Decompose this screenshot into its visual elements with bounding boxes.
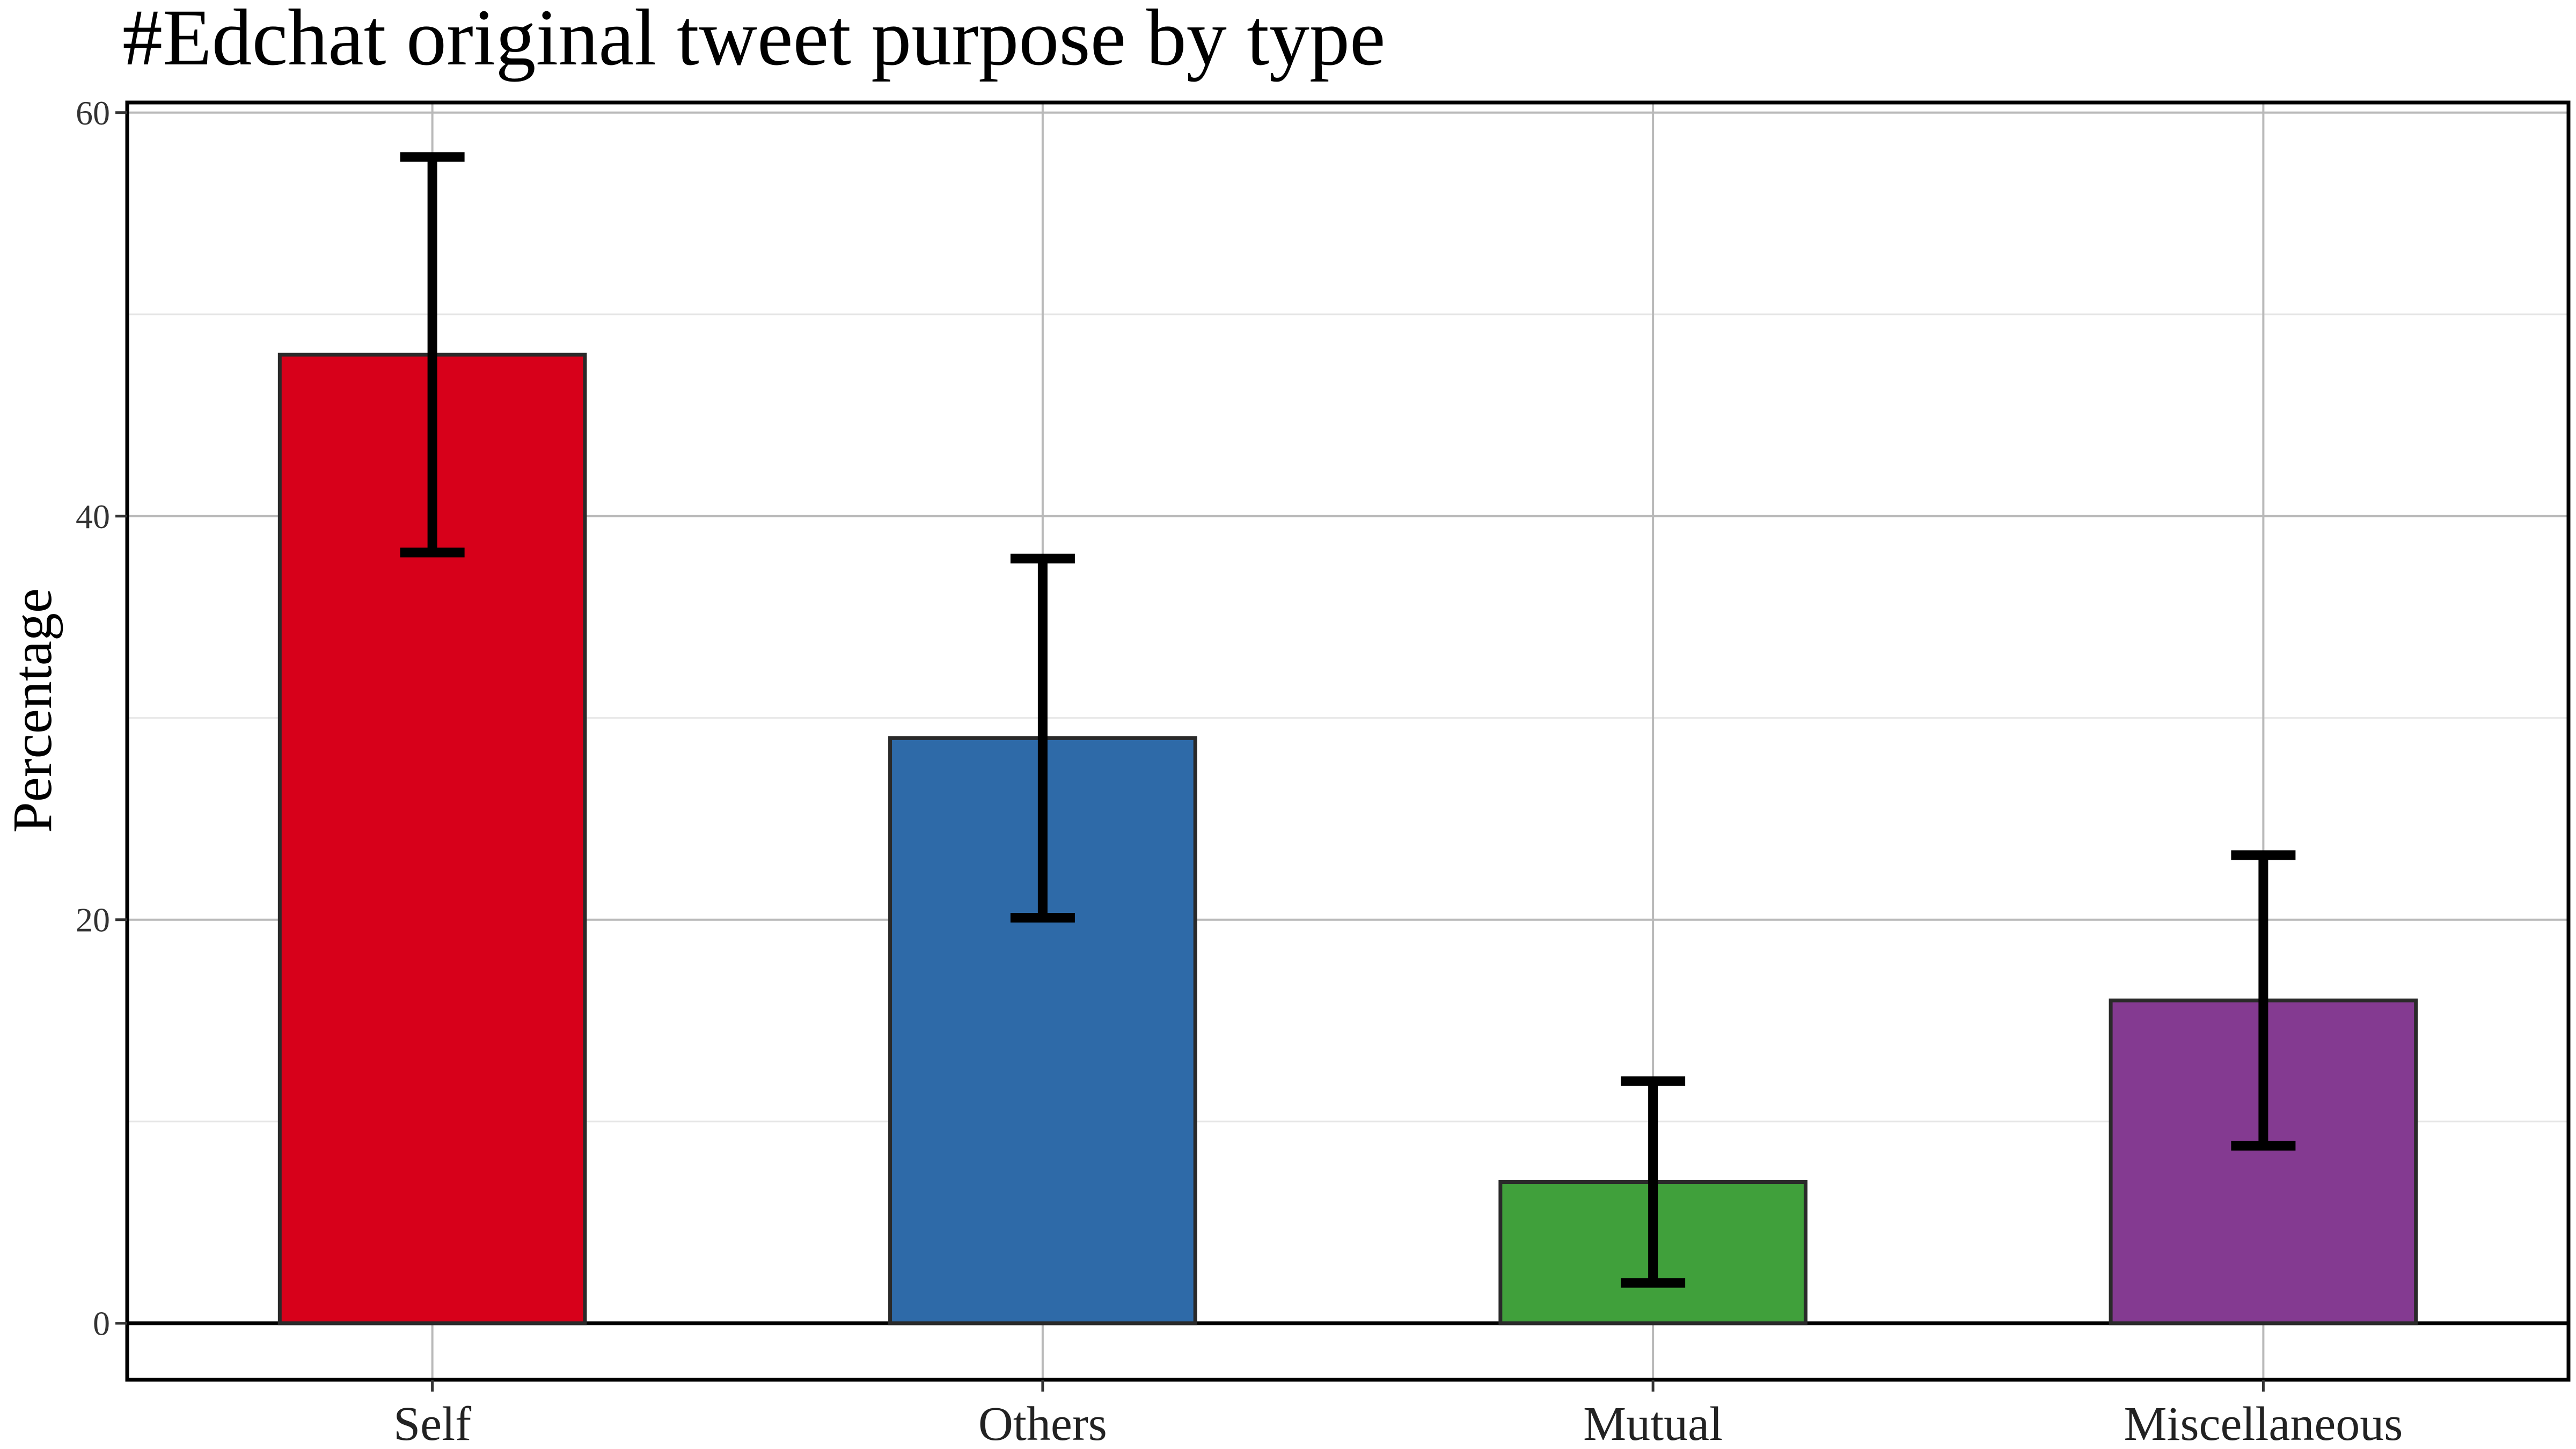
error-bar-others xyxy=(1010,553,1075,923)
x-tick-label: Miscellaneous xyxy=(2124,1397,2403,1449)
x-tick-label: Mutual xyxy=(1583,1397,1723,1449)
error-bar-miscellaneous xyxy=(2231,850,2296,1151)
x-tick-label: Others xyxy=(978,1397,1107,1449)
y-tick-label: 40 xyxy=(76,497,110,536)
error-bars xyxy=(400,152,2296,1288)
x-axis-ticks: Self Others Mutual Miscellaneous xyxy=(393,1380,2403,1449)
bars xyxy=(277,353,2418,1326)
y-axis-ticks: 0 20 40 60 xyxy=(76,94,127,1343)
y-tick-label: 60 xyxy=(76,94,110,132)
plot-frame xyxy=(125,100,2571,1382)
y-tick-label: 20 xyxy=(76,901,110,939)
y-axis-label: Percentage xyxy=(2,588,63,833)
error-bar-self xyxy=(400,152,465,558)
chart-title: #Edchat original tweet purpose by type xyxy=(122,0,1386,82)
y-tick-label: 0 xyxy=(93,1305,110,1343)
error-bar-mutual xyxy=(1621,1076,1686,1288)
x-tick-label: Self xyxy=(393,1397,471,1449)
